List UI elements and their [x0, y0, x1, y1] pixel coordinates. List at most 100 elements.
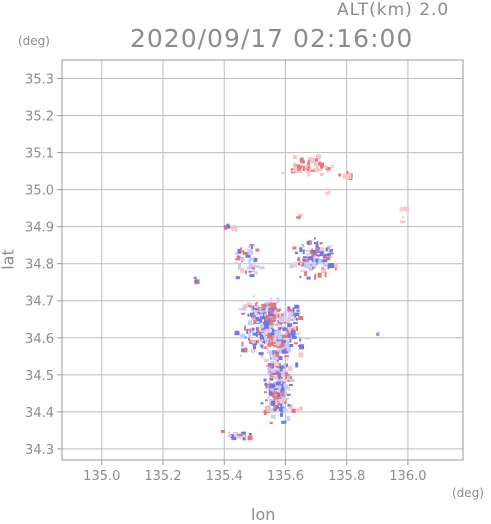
echo-cell	[278, 327, 282, 331]
echo-cell	[300, 260, 302, 265]
x-tick-label: 135.6	[267, 469, 304, 484]
echo-cell	[294, 408, 300, 413]
echo-cell	[269, 377, 274, 381]
echo-cell	[275, 381, 281, 386]
echo-cell	[296, 309, 300, 312]
echo-cell	[266, 342, 271, 347]
echo-cell	[306, 168, 310, 171]
echo-cell	[273, 306, 276, 312]
echo-cell	[260, 316, 264, 320]
echo-cell	[275, 353, 280, 358]
echo-cell	[261, 325, 267, 328]
y-tick-label: 34.7	[25, 295, 54, 310]
echo-cell	[298, 316, 304, 320]
echo-cell	[270, 336, 275, 340]
echo-cell	[234, 434, 238, 437]
echo-cell	[284, 391, 287, 395]
echo-cell	[275, 311, 278, 314]
echo-cell	[242, 434, 246, 438]
echo-cell	[247, 246, 251, 248]
echo-cell	[277, 394, 281, 399]
echo-cell	[267, 396, 270, 400]
echo-cell	[338, 173, 342, 177]
echo-cell	[377, 331, 380, 337]
echo-cell	[268, 372, 272, 376]
echo-cell	[279, 342, 285, 347]
echo-cell	[296, 309, 301, 315]
echo-cell	[261, 303, 267, 308]
y-axis-unit: (deg)	[18, 34, 50, 48]
echo-cell	[228, 431, 231, 436]
echo-cell	[295, 317, 298, 321]
echo-cell	[261, 328, 267, 331]
echo-cell	[305, 253, 310, 256]
echo-cell	[330, 164, 334, 168]
echo-cell	[287, 316, 292, 322]
echo-cell	[308, 256, 314, 261]
echo-cell	[293, 342, 298, 345]
echo-cell	[249, 244, 255, 247]
echo-cell	[230, 227, 236, 231]
echo-cell	[236, 255, 241, 261]
echo-cell	[267, 366, 270, 370]
echo-cell	[294, 170, 297, 174]
echo-cell	[311, 261, 317, 267]
echo-cell	[304, 249, 310, 252]
y-tick-label: 35.0	[25, 184, 54, 199]
echo-cell	[324, 165, 328, 169]
echo-cell	[246, 302, 252, 306]
echo-cell	[265, 407, 270, 412]
echo-cell	[248, 270, 252, 273]
echo-cell	[292, 307, 295, 313]
echo-cell	[283, 310, 287, 315]
echo-cell	[269, 352, 272, 357]
echo-cell	[249, 274, 255, 278]
echo-cell	[286, 416, 291, 422]
echo-cell	[292, 322, 298, 324]
echo-cell	[399, 220, 405, 224]
echo-cell	[281, 366, 285, 369]
echo-cell	[298, 352, 304, 358]
echo-cell	[264, 391, 268, 394]
echo-cell	[311, 251, 315, 257]
echo-cell	[311, 259, 317, 263]
echo-cell	[255, 316, 260, 321]
echo-cell	[260, 310, 264, 314]
echo-cell	[264, 346, 268, 350]
echo-cell	[270, 414, 276, 419]
echo-cell	[315, 254, 318, 256]
echo-cell	[327, 264, 330, 270]
echo-cell	[282, 325, 285, 328]
echo-cell	[326, 168, 330, 173]
echo-cell	[288, 384, 293, 387]
echo-cell	[294, 250, 297, 253]
echo-cell	[317, 247, 320, 250]
echo-cell	[241, 341, 244, 347]
echo-cell	[277, 335, 283, 340]
echo-cell	[325, 191, 330, 194]
echo-cell	[288, 344, 294, 347]
echo-cell	[231, 435, 237, 441]
echo-cell	[287, 323, 293, 328]
echo-cell	[284, 355, 290, 358]
y-tick-label: 34.9	[25, 221, 54, 236]
y-tick-label: 35.1	[25, 147, 54, 162]
echo-cell	[257, 318, 263, 324]
echo-cell	[272, 350, 276, 355]
echo-cell	[323, 259, 328, 263]
echo-cell	[274, 407, 280, 410]
echo-cell	[281, 396, 286, 401]
echo-cell	[269, 308, 272, 314]
echo-cell	[248, 250, 254, 255]
echo-cell	[252, 332, 258, 336]
echo-cell	[241, 348, 247, 353]
echo-cell	[281, 383, 284, 389]
echo-cell	[281, 321, 287, 324]
x-axis-title: lon	[251, 505, 276, 524]
echo-cell	[319, 242, 323, 245]
echo-cell	[272, 390, 275, 396]
echo-cell	[259, 322, 262, 327]
echo-cell	[264, 399, 268, 402]
echo-cell	[274, 362, 280, 367]
echo-cell	[331, 263, 335, 269]
